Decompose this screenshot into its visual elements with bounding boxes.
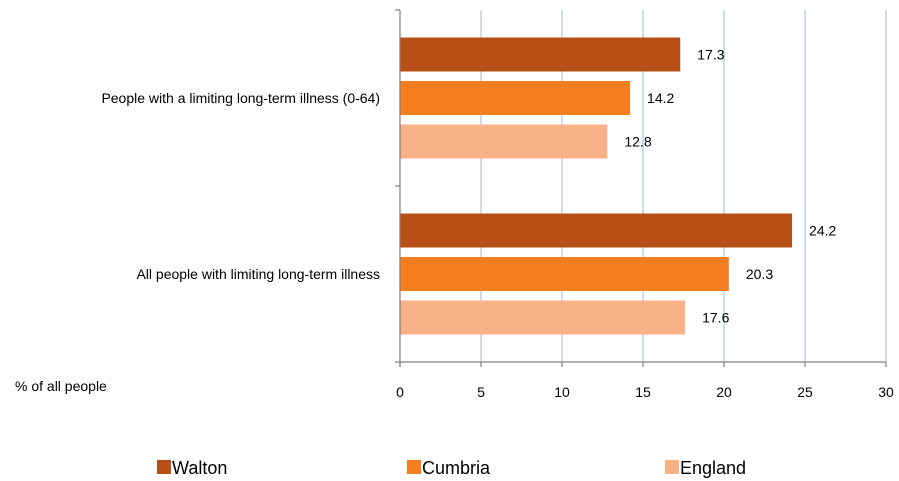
bars bbox=[400, 37, 793, 335]
legend: Walton Cumbria England bbox=[157, 458, 746, 478]
data-label: 17.3 bbox=[697, 47, 724, 63]
legend-label: Walton bbox=[172, 458, 227, 478]
data-label: 14.2 bbox=[647, 90, 674, 106]
x-tick-label: 5 bbox=[477, 384, 485, 400]
data-label: 12.8 bbox=[624, 134, 651, 150]
data-label: 24.2 bbox=[809, 223, 836, 239]
bar-england bbox=[400, 300, 686, 335]
legend-label: Cumbria bbox=[422, 458, 491, 478]
category-labels: People with a limiting long-term illness… bbox=[101, 90, 380, 282]
category-label: All people with limiting long-term illne… bbox=[136, 266, 380, 282]
bar-cumbria bbox=[400, 257, 729, 291]
x-tick-label: 25 bbox=[797, 384, 813, 400]
legend-label: England bbox=[680, 458, 746, 478]
x-tick-label: 20 bbox=[716, 384, 732, 400]
x-axis: 0 5 10 15 20 25 30 bbox=[395, 9, 894, 400]
data-label: 20.3 bbox=[746, 266, 773, 282]
x-tick-label: 10 bbox=[554, 384, 570, 400]
x-tick-label: 15 bbox=[635, 384, 651, 400]
category-label: People with a limiting long-term illness… bbox=[101, 90, 380, 106]
legend-swatch-walton bbox=[157, 460, 171, 474]
x-tick-label: 30 bbox=[878, 384, 894, 400]
bar-cumbria bbox=[400, 81, 631, 115]
x-tick-label: 0 bbox=[396, 384, 404, 400]
data-label: 17.6 bbox=[702, 310, 729, 326]
bar-england bbox=[400, 124, 608, 159]
data-labels: 17.3 14.2 12.8 24.2 20.3 17.6 bbox=[624, 47, 836, 326]
bar-walton bbox=[400, 37, 681, 72]
bar-walton bbox=[400, 213, 793, 248]
x-axis-title: % of all people bbox=[15, 378, 107, 394]
legend-swatch-cumbria bbox=[407, 460, 421, 474]
legend-swatch-england bbox=[665, 460, 679, 474]
